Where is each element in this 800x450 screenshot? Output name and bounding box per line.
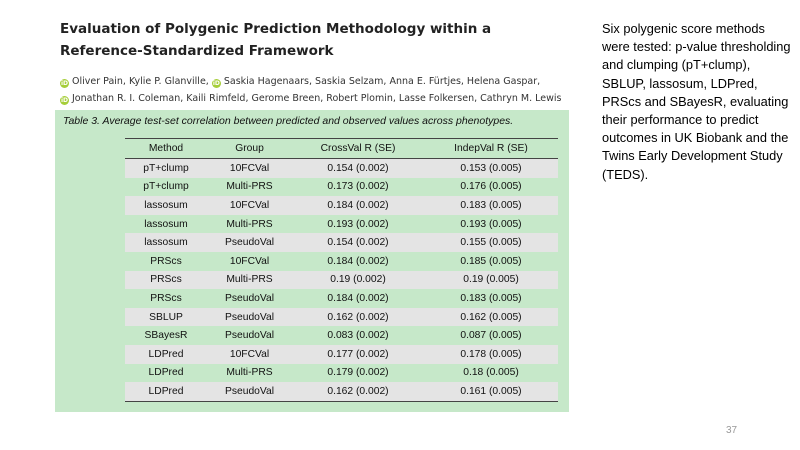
cell-crossval: 0.083 (0.002) [327,330,389,342]
table-row: SBLUP PseudoVal 0.162 (0.002) 0.162 (0.005) [125,307,558,327]
cell-indepval: 0.176 (0.005) [460,181,522,193]
cell-crossval: 0.154 (0.002) [292,158,424,178]
table-body: pT+clump 10FCVal 0.154 (0.002) 0.153 (0.005… [125,158,558,402]
cell-method: lassosum [144,218,188,230]
orcid-icon: iD [211,79,221,88]
table-row: lassosum 10FCVal 0.184 (0.002) 0.183 (0.005… [125,196,558,215]
cell-method: PRScs [150,255,182,267]
results-table: Method Group CrossVal R (SE) IndepVal R … [125,138,558,402]
table-header-row: Method Group CrossVal R (SE) IndepVal R … [125,138,558,159]
cell-indepval: 0.153 (0.005) [424,158,558,178]
cell-crossval: 0.179 (0.002) [327,367,389,379]
header-crossval: CrossVal R (SE) [292,138,424,159]
cell-crossval: 0.184 (0.002) [327,292,389,304]
cell-indepval: 0.178 (0.005) [424,344,558,364]
cell-indepval: 0.18 (0.005) [463,367,519,379]
cell-method: LDPred [148,367,184,379]
table-row: PRScs Multi-PRS 0.19 (0.002) 0.19 (0.005) [125,270,558,290]
cell-group: Multi-PRS [226,181,273,193]
table-row: pT+clump 10FCVal 0.154 (0.002) 0.153 (0.005… [125,158,558,178]
table-row: SBayesR PseudoVal 0.083 (0.002) 0.087 (0.00… [125,326,558,345]
cell-group: PseudoVal [224,292,275,304]
cell-group: 10FCVal [229,255,270,267]
author-line-2: iD Jonathan R. I. Coleman, Kaili Rimfeld,… [60,90,570,107]
cell-group: PseudoVal [207,382,292,402]
header-group: Group [207,138,292,159]
cell-group: PseudoVal [207,307,292,327]
cell-crossval: 0.154 (0.002) [292,233,424,252]
author-names-1a: Oliver Pain, Kylie P. Glanville, [72,76,209,87]
cell-method: LDPred [125,382,207,402]
table-panel: Table 3. Average test-set correlation be… [55,110,569,412]
cell-method: LDPred [125,344,207,364]
orcid-icon: iD [60,96,69,105]
table-row: LDPred PseudoVal 0.162 (0.002) 0.161 (0.005… [125,382,558,402]
cell-group: PseudoVal [224,330,275,342]
cell-crossval: 0.177 (0.002) [292,344,424,364]
header-indepval: IndepVal R (SE) [424,138,558,159]
table-row: lassosum PseudoVal 0.154 (0.002) 0.155 (0.0… [125,233,558,252]
cell-indepval: 0.19 (0.005) [424,270,558,290]
cell-method: SBayesR [144,330,188,342]
cell-group: 10FCVal [207,196,292,215]
cell-indepval: 0.162 (0.005) [424,307,558,327]
cell-method: pT+clump [143,181,189,193]
cell-group: PseudoVal [207,233,292,252]
cell-indepval: 0.185 (0.005) [460,255,522,267]
cell-indepval: 0.183 (0.005) [424,196,558,215]
author-names-2: Jonathan R. I. Coleman, Kaili Rimfeld, G… [72,93,562,104]
cell-crossval: 0.184 (0.002) [327,255,389,267]
cell-crossval: 0.193 (0.002) [327,218,389,230]
table-row: pT+clump Multi-PRS 0.173 (0.002) 0.176 (0.0… [125,178,558,197]
table-row: LDPred Multi-PRS 0.179 (0.002) 0.18 (0.005) [125,364,558,383]
cell-indepval: 0.161 (0.005) [424,382,558,402]
cell-group: Multi-PRS [207,270,292,290]
cell-method: lassosum [125,233,207,252]
header-method: Method [125,138,207,159]
cell-method: pT+clump [125,158,207,178]
summary-text: Six polygenic score methods were tested:… [602,21,791,182]
cell-indepval: 0.155 (0.005) [424,233,558,252]
author-list: iD Oliver Pain, Kylie P. Glanville, iD Sas… [60,73,570,107]
cell-crossval: 0.19 (0.002) [292,270,424,290]
cell-group: Multi-PRS [226,218,273,230]
table-row: PRScs PseudoVal 0.184 (0.002) 0.183 (0.005) [125,289,558,308]
cell-method: SBLUP [125,307,207,327]
cell-indepval: 0.183 (0.005) [460,292,522,304]
cell-crossval: 0.184 (0.002) [292,196,424,215]
paper-title: Evaluation of Polygenic Prediction Metho… [60,21,492,59]
cell-crossval: 0.162 (0.002) [292,307,424,327]
table-row: lassosum Multi-PRS 0.193 (0.002) 0.193 (0.0… [125,215,558,234]
cell-crossval: 0.173 (0.002) [327,181,389,193]
table-row: PRScs 10FCVal 0.184 (0.002) 0.185 (0.005) [125,252,558,271]
table-caption: Table 3. Average test-set correlation be… [63,115,514,127]
cell-group: Multi-PRS [226,367,273,379]
cell-indepval: 0.193 (0.005) [460,218,522,230]
cell-crossval: 0.162 (0.002) [292,382,424,402]
cell-group: 10FCVal [207,344,292,364]
cell-method: lassosum [125,196,207,215]
cell-method: PRScs [150,292,182,304]
table-row: LDPred 10FCVal 0.177 (0.002) 0.178 (0.005) [125,344,558,364]
cell-indepval: 0.087 (0.005) [460,330,522,342]
author-names-1b: Saskia Hagenaars, Saskia Selzam, Anna E.… [223,76,541,87]
cell-method: PRScs [125,270,207,290]
cell-group: 10FCVal [207,158,292,178]
orcid-icon: iD [60,79,69,88]
slide-number: 37 [726,425,738,436]
author-line-1: iD Oliver Pain, Kylie P. Glanville, iD Sas… [60,73,570,90]
